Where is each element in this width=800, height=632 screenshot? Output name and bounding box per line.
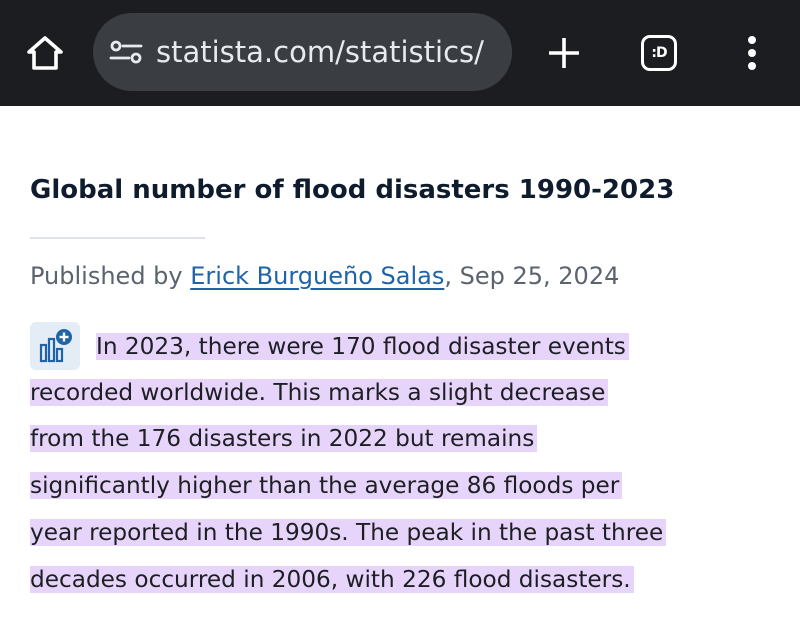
tab-switcher-icon: :D: [641, 35, 677, 71]
description-line: In 2023, there were 170 flood disaster e…: [96, 323, 629, 370]
url-fade: [486, 13, 512, 91]
home-button[interactable]: [22, 30, 68, 76]
add-statistic-icon: [39, 329, 72, 363]
description-line: recorded worldwide. This marks a slight …: [30, 369, 609, 416]
more-vert-icon: [748, 36, 756, 70]
home-icon: [27, 36, 63, 70]
byline-date: , Sep 25, 2024: [444, 262, 620, 290]
description-line: significantly higher than the average 86…: [30, 462, 623, 509]
description-line: year reported in the 1990s. The peak in …: [30, 509, 667, 556]
description-line: from the 176 disasters in 2022 but remai…: [30, 415, 538, 462]
plus-icon: [549, 38, 579, 68]
highlighted-text: decades occurred in 2006, with 226 flood…: [30, 566, 634, 593]
highlighted-text: recorded worldwide. This marks a slight …: [30, 379, 609, 406]
url-text[interactable]: statista.com/statistics/: [156, 35, 484, 69]
highlighted-text: In 2023, there were 170 flood disaster e…: [96, 333, 629, 360]
new-tab-button[interactable]: [543, 32, 585, 74]
author-link[interactable]: Erick Burgueño Salas: [190, 262, 445, 290]
highlighted-text: significantly higher than the average 86…: [30, 472, 623, 499]
description-line: decades occurred in 2006, with 226 flood…: [30, 556, 634, 603]
highlighted-text: year reported in the 1990s. The peak in …: [30, 519, 667, 546]
byline: Published by Erick Burgueño Salas, Sep 2…: [30, 254, 770, 298]
tab-switcher-button[interactable]: :D: [636, 30, 682, 76]
tab-count: :D: [651, 45, 667, 61]
browser-toolbar: statista.com/statistics/ :D: [0, 0, 800, 106]
address-bar[interactable]: statista.com/statistics/: [93, 13, 512, 91]
add-statistic-button[interactable]: [30, 322, 80, 370]
highlighted-text: from the 176 disasters in 2022 but remai…: [30, 425, 538, 452]
statistic-title: Global number of flood disasters 1990-20…: [30, 175, 675, 205]
more-menu-button[interactable]: [734, 30, 770, 76]
title-divider: [30, 237, 205, 239]
byline-prefix: Published by: [30, 262, 191, 290]
tune-icon[interactable]: [109, 39, 143, 65]
